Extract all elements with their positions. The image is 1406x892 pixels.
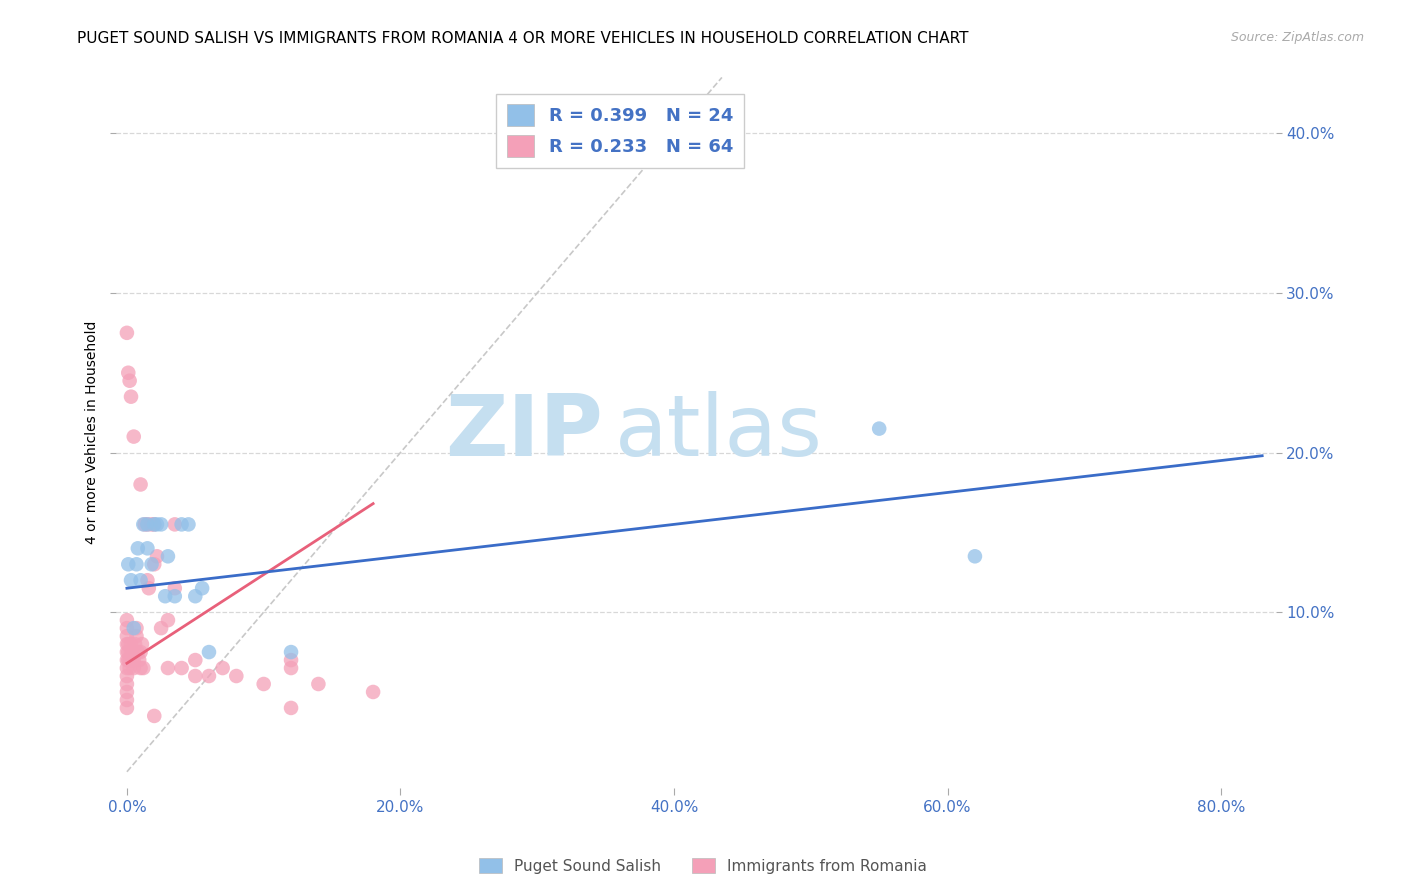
Point	[131, 637, 153, 651]
Point	[163, 589, 186, 603]
Text: atlas: atlas	[614, 391, 823, 474]
Point	[129, 477, 152, 491]
Point	[143, 517, 166, 532]
Point	[307, 677, 329, 691]
Point	[120, 637, 142, 651]
Point	[280, 661, 302, 675]
Point	[122, 621, 145, 635]
Point	[253, 677, 276, 691]
Text: Source: ZipAtlas.com: Source: ZipAtlas.com	[1230, 31, 1364, 45]
Point	[115, 621, 138, 635]
Point	[143, 558, 166, 572]
Point	[177, 517, 200, 532]
Point	[280, 701, 302, 715]
Point	[141, 558, 163, 572]
Point	[361, 685, 384, 699]
Point	[184, 669, 207, 683]
Point	[963, 549, 986, 564]
Point	[115, 693, 138, 707]
Point	[129, 661, 152, 675]
Point	[134, 517, 156, 532]
Point	[191, 581, 214, 595]
Point	[115, 645, 138, 659]
Point	[155, 589, 177, 603]
Point	[120, 574, 142, 588]
Point	[198, 669, 221, 683]
Point	[170, 661, 193, 675]
Point	[115, 629, 138, 643]
Point	[129, 574, 152, 588]
Point	[146, 517, 169, 532]
Point	[136, 517, 159, 532]
Point	[156, 661, 179, 675]
Point	[128, 653, 150, 667]
Point	[115, 653, 138, 667]
Point	[125, 621, 148, 635]
Point	[115, 661, 138, 675]
Point	[868, 422, 890, 436]
Point	[143, 709, 166, 723]
Point	[163, 581, 186, 595]
Point	[146, 549, 169, 564]
Point	[115, 685, 138, 699]
Point	[124, 637, 146, 651]
Point	[163, 517, 186, 532]
Point	[132, 661, 155, 675]
Point	[125, 629, 148, 643]
Text: ZIP: ZIP	[446, 391, 603, 474]
Point	[118, 653, 141, 667]
Point	[170, 517, 193, 532]
Point	[156, 613, 179, 627]
Point	[120, 645, 142, 659]
Point	[122, 429, 145, 443]
Point	[115, 613, 138, 627]
Legend: R = 0.399   N = 24, R = 0.233   N = 64: R = 0.399 N = 24, R = 0.233 N = 64	[496, 94, 744, 169]
Point	[117, 366, 139, 380]
Point	[143, 517, 166, 532]
Point	[115, 701, 138, 715]
Point	[117, 645, 139, 659]
Point	[136, 541, 159, 556]
Y-axis label: 4 or more Vehicles in Household: 4 or more Vehicles in Household	[86, 321, 100, 544]
Point	[115, 326, 138, 340]
Point	[138, 581, 160, 595]
Point	[184, 589, 207, 603]
Point	[156, 549, 179, 564]
Point	[127, 541, 149, 556]
Point	[122, 653, 145, 667]
Point	[141, 517, 163, 532]
Legend: Puget Sound Salish, Immigrants from Romania: Puget Sound Salish, Immigrants from Roma…	[472, 852, 934, 880]
Point	[118, 661, 141, 675]
Point	[132, 517, 155, 532]
Point	[136, 574, 159, 588]
Text: PUGET SOUND SALISH VS IMMIGRANTS FROM ROMANIA 4 OR MORE VEHICLES IN HOUSEHOLD CO: PUGET SOUND SALISH VS IMMIGRANTS FROM RO…	[77, 31, 969, 46]
Point	[121, 645, 143, 659]
Point	[184, 653, 207, 667]
Point	[150, 517, 173, 532]
Point	[115, 669, 138, 683]
Point	[150, 621, 173, 635]
Point	[125, 558, 148, 572]
Point	[136, 517, 159, 532]
Point	[115, 677, 138, 691]
Point	[118, 374, 141, 388]
Point	[120, 390, 142, 404]
Point	[121, 653, 143, 667]
Point	[225, 669, 247, 683]
Point	[280, 645, 302, 659]
Point	[122, 661, 145, 675]
Point	[129, 645, 152, 659]
Point	[280, 653, 302, 667]
Point	[127, 645, 149, 659]
Point	[117, 558, 139, 572]
Point	[117, 653, 139, 667]
Point	[198, 645, 221, 659]
Point	[115, 637, 138, 651]
Point	[211, 661, 233, 675]
Point	[117, 637, 139, 651]
